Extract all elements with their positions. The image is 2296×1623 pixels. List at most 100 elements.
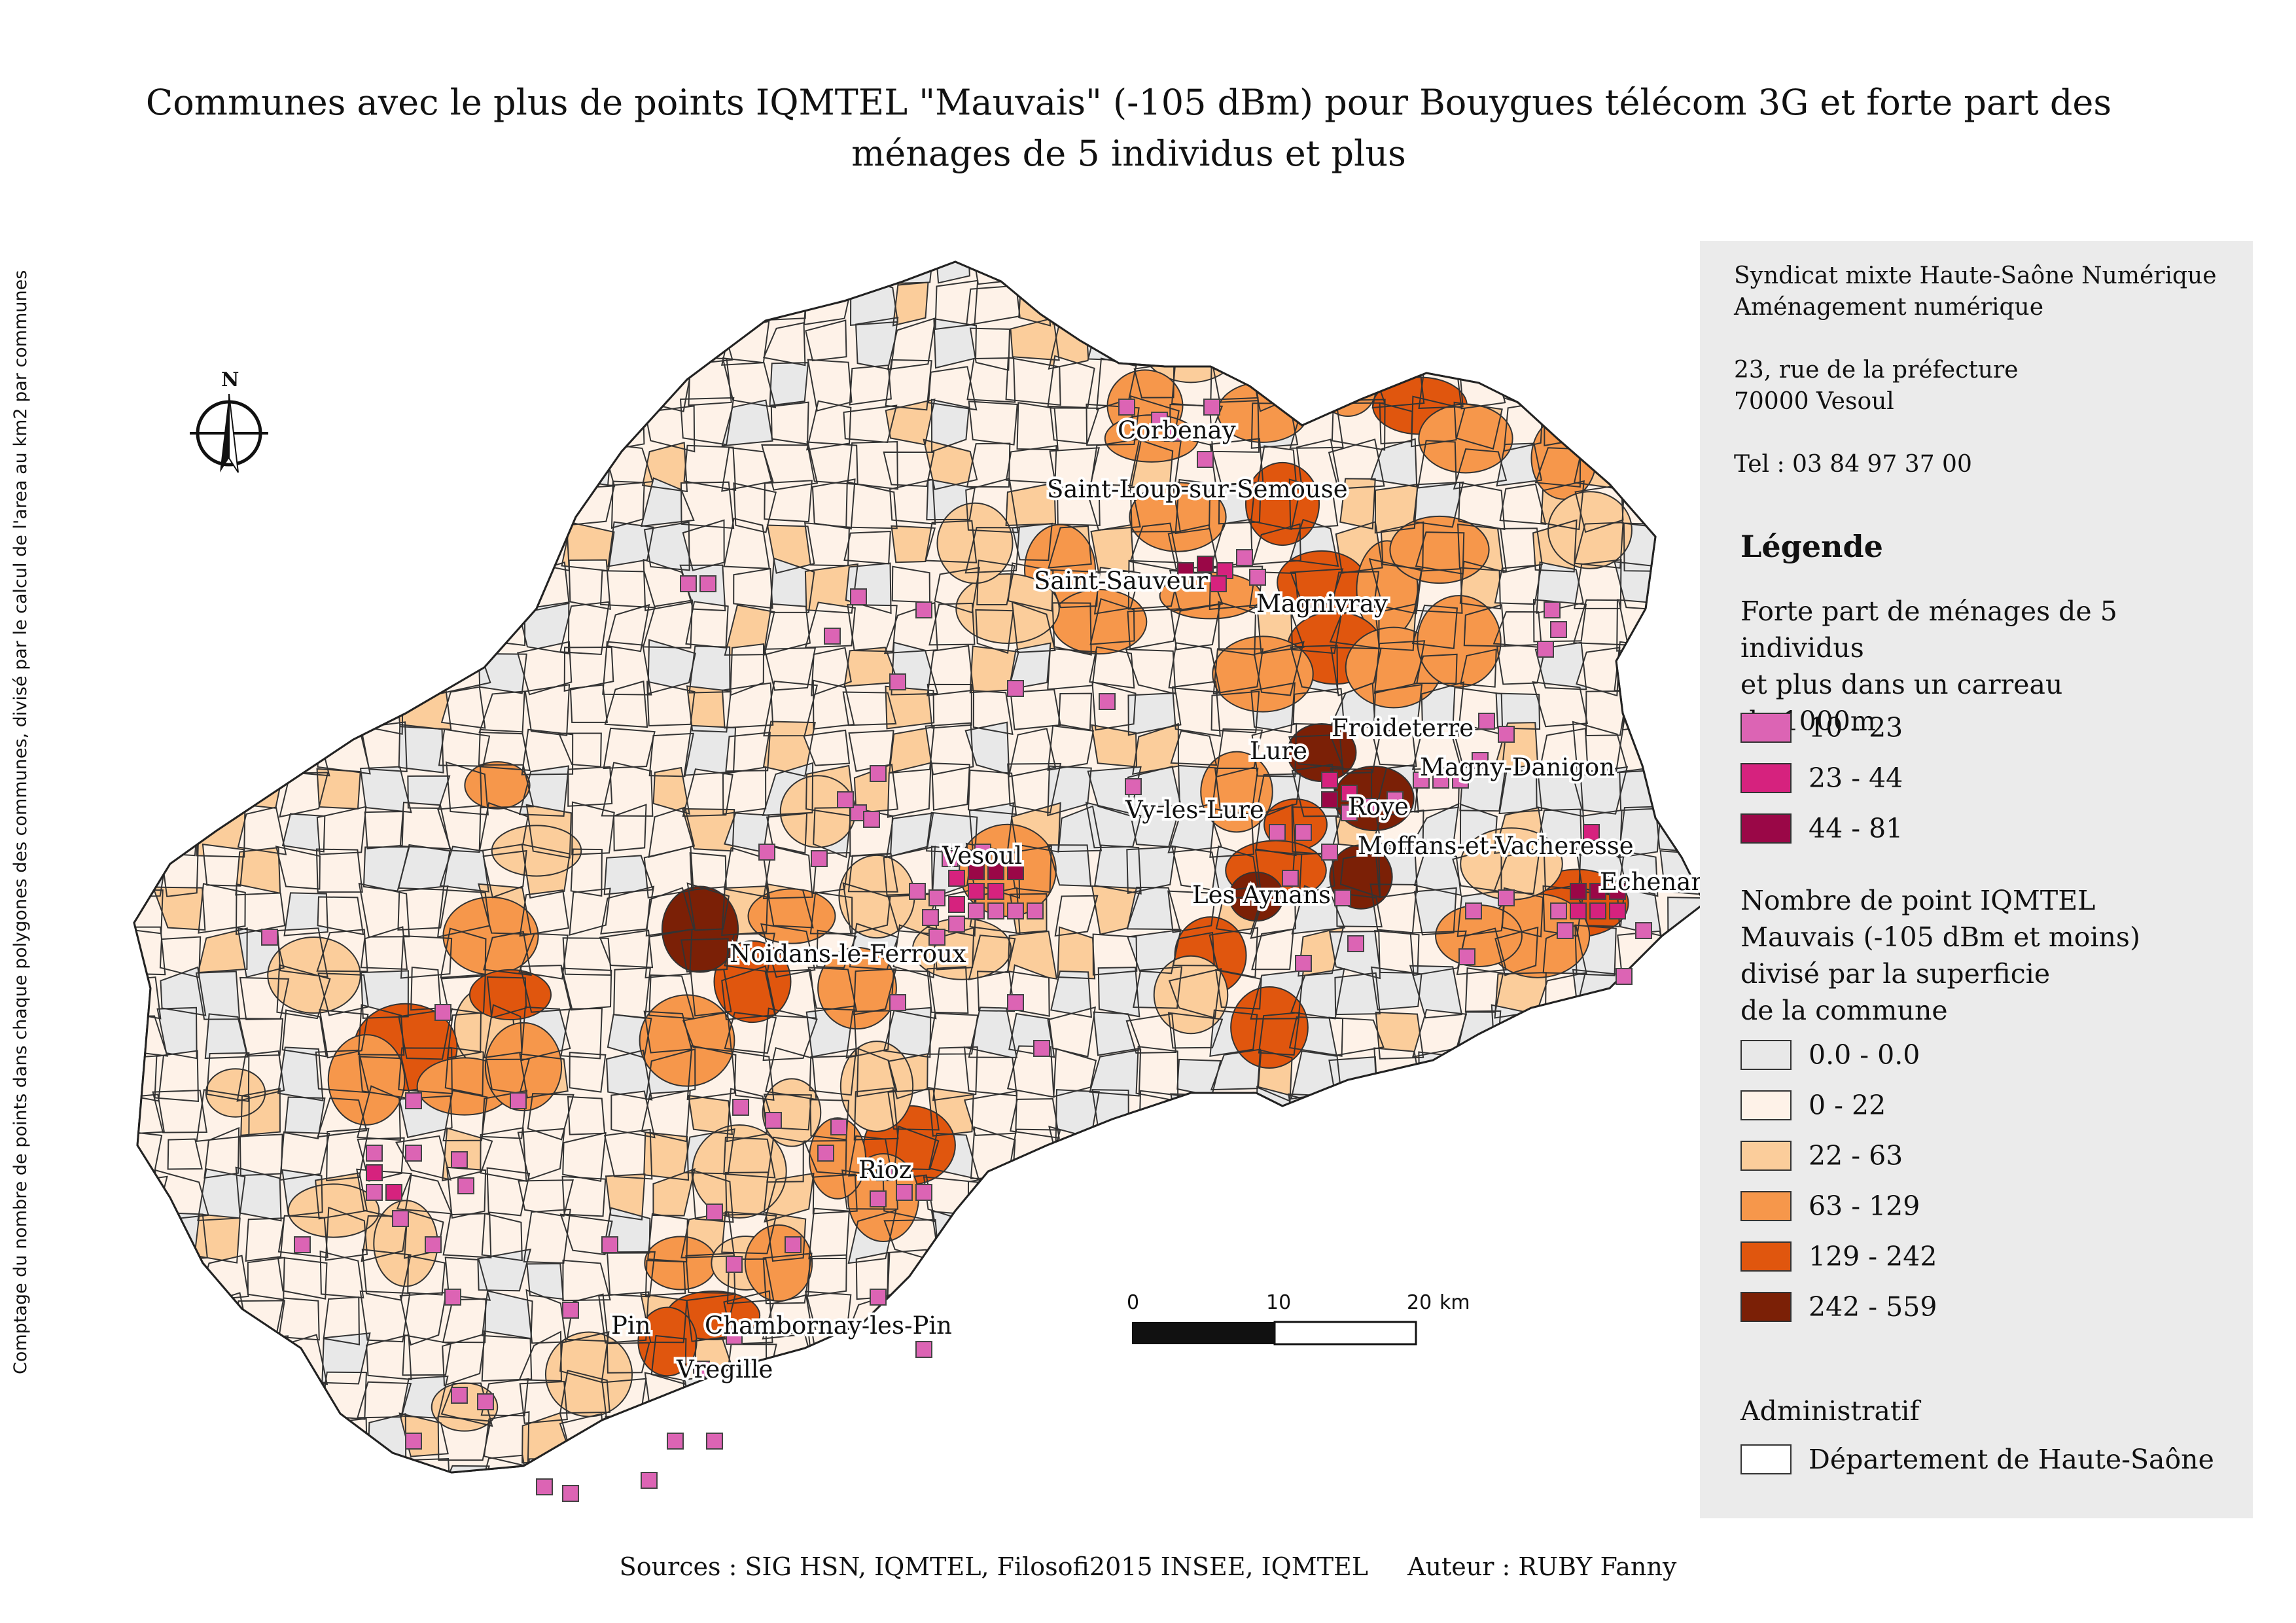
household-grid-cell[interactable] — [294, 1236, 311, 1253]
household-grid-cell[interactable] — [1589, 902, 1606, 919]
commune-polygon[interactable] — [39, 406, 78, 449]
commune-polygon[interactable] — [1086, 320, 1142, 361]
household-grid-cell[interactable] — [562, 1485, 579, 1502]
commune-polygon[interactable] — [197, 1453, 241, 1496]
commune-polygon[interactable] — [73, 1338, 120, 1383]
household-grid-cell[interactable] — [706, 1433, 723, 1450]
commune-polygon[interactable] — [438, 438, 486, 491]
commune-polygon[interactable] — [1661, 1333, 1701, 1376]
commune-polygon[interactable] — [569, 888, 610, 935]
commune-polygon[interactable] — [287, 1493, 327, 1518]
commune-polygon[interactable] — [1617, 1295, 1657, 1340]
commune-polygon[interactable] — [1053, 276, 1099, 328]
commune-polygon[interactable] — [154, 318, 207, 371]
commune-polygon[interactable] — [722, 400, 773, 446]
commune-polygon[interactable] — [644, 847, 694, 898]
commune-polygon[interactable] — [601, 571, 655, 608]
household-grid-cell[interactable] — [1177, 562, 1194, 579]
commune-polygon[interactable] — [121, 1377, 166, 1426]
commune-polygon[interactable] — [279, 772, 328, 817]
commune-polygon[interactable] — [968, 1007, 1017, 1058]
commune-polygon[interactable] — [357, 444, 412, 493]
commune-polygon[interactable] — [246, 1413, 285, 1454]
commune-polygon[interactable] — [1499, 764, 1542, 814]
commune-polygon[interactable] — [81, 853, 126, 897]
commune-polygon[interactable] — [529, 315, 573, 363]
commune-polygon[interactable] — [925, 1454, 978, 1502]
commune-polygon[interactable] — [275, 1298, 319, 1340]
commune-polygon[interactable] — [436, 242, 487, 290]
household-grid-cell[interactable] — [896, 1184, 913, 1201]
commune-polygon[interactable] — [763, 1008, 817, 1061]
commune-polygon[interactable] — [403, 1501, 449, 1518]
commune-polygon[interactable] — [1212, 1213, 1254, 1258]
commune-polygon[interactable] — [890, 479, 936, 524]
commune-polygon[interactable] — [79, 1087, 119, 1132]
commune-polygon[interactable] — [1007, 1498, 1057, 1518]
commune-polygon[interactable] — [1298, 1374, 1338, 1413]
commune-polygon[interactable] — [398, 885, 448, 930]
household-grid-cell[interactable] — [1341, 785, 1358, 802]
commune-polygon[interactable] — [286, 528, 330, 568]
commune-polygon[interactable] — [728, 284, 777, 323]
commune-polygon[interactable] — [520, 247, 563, 276]
commune-polygon[interactable] — [846, 482, 897, 529]
commune-polygon[interactable] — [1574, 560, 1621, 609]
commune-polygon[interactable] — [1533, 1304, 1587, 1337]
commune-polygon[interactable] — [680, 482, 734, 529]
commune-polygon[interactable] — [1091, 724, 1137, 767]
household-grid-cell[interactable] — [870, 765, 887, 782]
commune-polygon[interactable] — [284, 893, 328, 936]
commune-polygon[interactable] — [82, 440, 124, 486]
household-grid-cell[interactable] — [942, 850, 959, 867]
commune-polygon[interactable] — [805, 523, 849, 566]
commune-polygon[interactable] — [317, 806, 366, 855]
commune-polygon[interactable] — [605, 406, 645, 450]
commune-polygon[interactable] — [764, 323, 805, 366]
household-grid-cell[interactable] — [915, 601, 932, 618]
commune-polygon[interactable] — [39, 655, 81, 685]
commune-polygon[interactable] — [1371, 724, 1417, 766]
commune-polygon[interactable] — [1665, 601, 1699, 642]
highlighted-commune[interactable] — [661, 885, 739, 973]
commune-polygon[interactable] — [1413, 482, 1464, 527]
commune-polygon[interactable] — [1536, 1251, 1578, 1301]
commune-polygon[interactable] — [1574, 599, 1629, 645]
household-grid-cell[interactable] — [928, 889, 945, 906]
commune-polygon[interactable] — [1493, 1410, 1546, 1460]
household-grid-cell[interactable] — [1334, 889, 1351, 906]
commune-polygon[interactable] — [1133, 724, 1178, 774]
commune-polygon[interactable] — [1292, 885, 1345, 934]
commune-polygon[interactable] — [280, 687, 325, 730]
commune-polygon[interactable] — [968, 401, 1017, 445]
commune-polygon[interactable] — [682, 520, 724, 571]
household-grid-cell[interactable] — [1197, 451, 1214, 468]
commune-polygon[interactable] — [564, 647, 614, 691]
commune-polygon[interactable] — [157, 1007, 197, 1059]
commune-polygon[interactable] — [1053, 1048, 1096, 1097]
commune-polygon[interactable] — [1491, 319, 1535, 366]
household-grid-cell[interactable] — [366, 1184, 383, 1201]
commune-polygon[interactable] — [1657, 639, 1701, 693]
household-grid-cell[interactable] — [1151, 412, 1168, 429]
highlighted-commune[interactable] — [744, 1224, 813, 1302]
commune-polygon[interactable] — [485, 1499, 526, 1518]
commune-polygon[interactable] — [113, 1330, 158, 1382]
highlighted-commune[interactable] — [1200, 751, 1273, 833]
commune-polygon[interactable] — [682, 242, 726, 289]
commune-polygon[interactable] — [1580, 1376, 1623, 1421]
commune-polygon[interactable] — [525, 685, 570, 736]
commune-polygon[interactable] — [1089, 647, 1135, 688]
commune-polygon[interactable] — [1501, 1096, 1542, 1135]
commune-polygon[interactable] — [1293, 1133, 1339, 1178]
commune-polygon[interactable] — [964, 1298, 1018, 1342]
commune-polygon[interactable] — [239, 1134, 283, 1176]
commune-polygon[interactable] — [198, 883, 245, 933]
commune-polygon[interactable] — [648, 807, 694, 857]
commune-polygon[interactable] — [1375, 484, 1418, 533]
commune-polygon[interactable] — [1295, 1262, 1344, 1299]
commune-polygon[interactable] — [1655, 762, 1701, 812]
commune-polygon[interactable] — [1171, 1130, 1218, 1183]
commune-polygon[interactable] — [1496, 1249, 1545, 1293]
commune-polygon[interactable] — [1006, 446, 1057, 484]
